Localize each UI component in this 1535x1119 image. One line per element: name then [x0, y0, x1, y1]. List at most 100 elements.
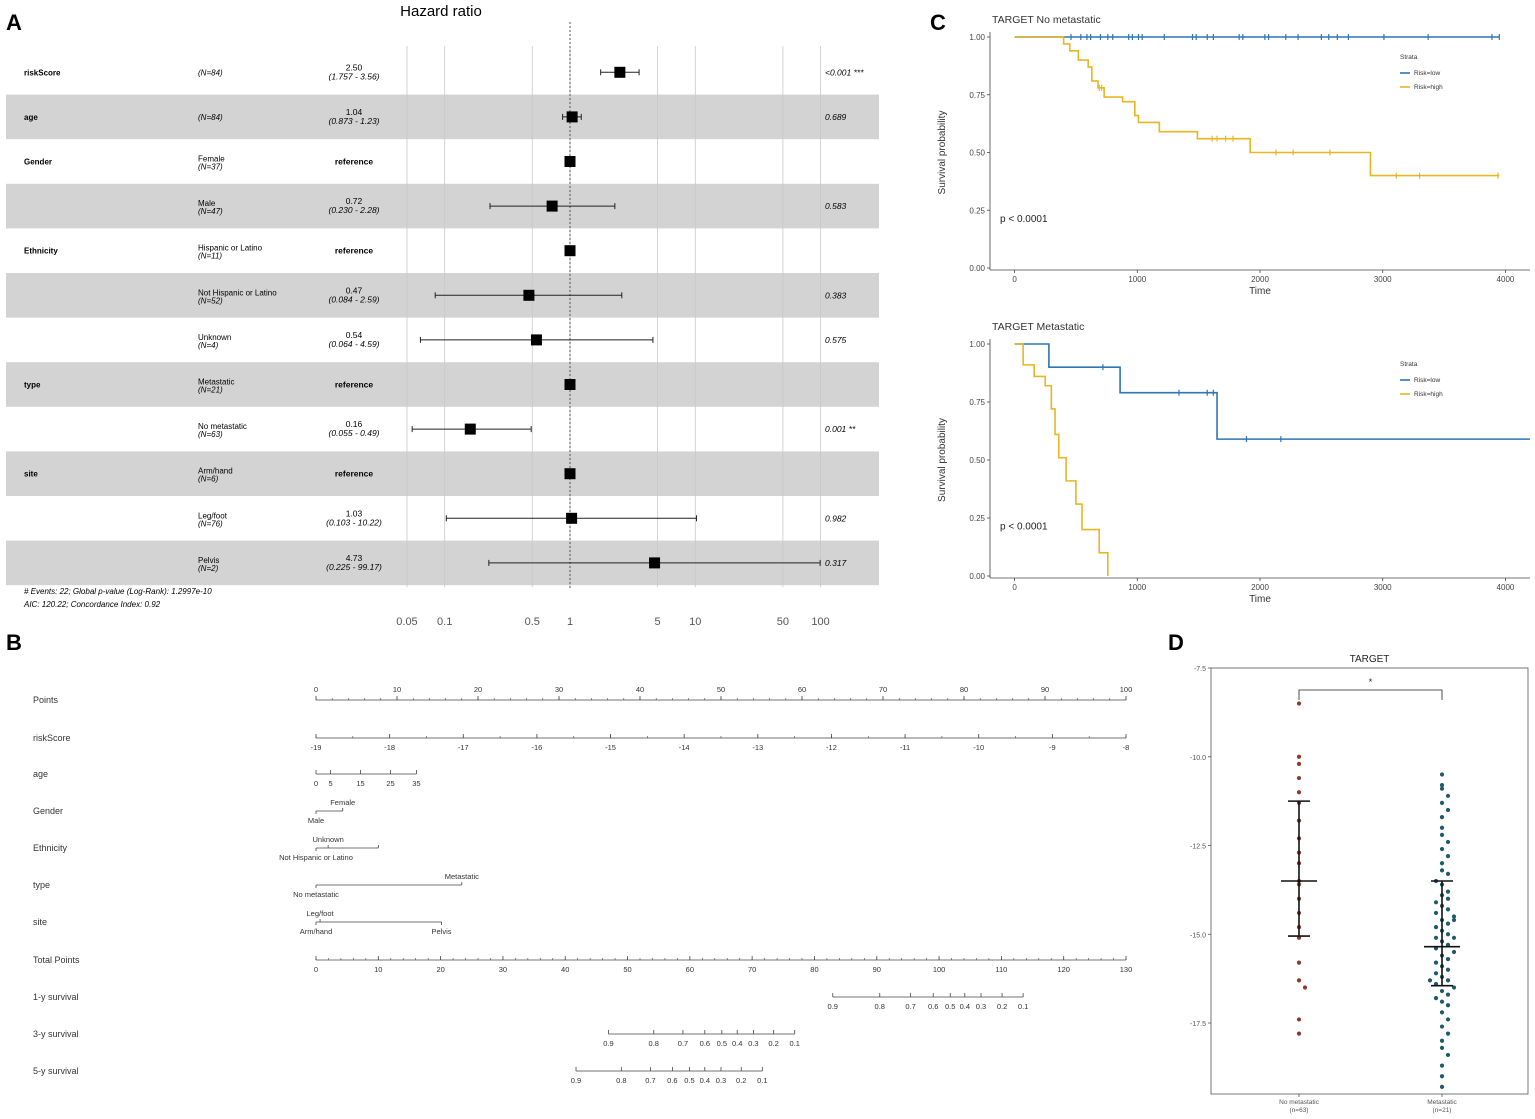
- km-y-tick-label: 0.50: [969, 456, 985, 465]
- dotplot-point: [1445, 907, 1451, 912]
- km-legend-title: Strata: [1400, 361, 1418, 368]
- nomogram-tick-label: 0.3: [976, 1002, 986, 1011]
- forest-tick-label: 50: [777, 616, 789, 628]
- forest-row-shade: [6, 94, 879, 140]
- nomogram-tick-label: 0.2: [736, 1076, 746, 1085]
- nomogram-tick-label: 0.6: [667, 1076, 677, 1085]
- km-y-axis-title: Survival probability: [937, 418, 948, 502]
- forest-point: [566, 111, 578, 123]
- dotplot-point: [1445, 932, 1451, 937]
- nomogram-tick-label: -14: [679, 743, 690, 752]
- forest-point: [546, 200, 558, 212]
- dotplot-point: [1439, 868, 1445, 873]
- km-x-tick-label: 2000: [1251, 583, 1269, 592]
- km-legend-title: Strata: [1400, 54, 1418, 61]
- nomogram-row-label: Total Points: [33, 955, 80, 965]
- dotplot-significance: *: [1369, 677, 1373, 687]
- nomogram-tick-label: 0.2: [768, 1039, 778, 1048]
- nomogram-tick-label: 20: [474, 685, 482, 694]
- km-x-tick-label: 0: [1012, 583, 1017, 592]
- nomogram-tick-label: 25: [386, 779, 394, 788]
- nomogram-tick-label: 0.1: [789, 1039, 799, 1048]
- forest-pvalue: <0.001 ***: [825, 67, 864, 77]
- panel-label-d: D: [1168, 630, 1184, 655]
- nomogram-tick-label: 10: [374, 965, 382, 974]
- nomogram-tick-label: -11: [900, 743, 910, 752]
- nomogram-tick-label: 120: [1057, 965, 1070, 974]
- forest-pvalue: 0.689: [825, 112, 847, 122]
- dotplot-point: [1439, 1045, 1445, 1050]
- km-x-tick-label: 3000: [1374, 275, 1392, 284]
- forest-point: [566, 512, 578, 524]
- dotplot-point: [1439, 786, 1445, 791]
- nomogram-row-label: Points: [33, 695, 59, 705]
- nomogram-tick-label: 130: [1120, 965, 1133, 974]
- dotplot-point: [1439, 1063, 1445, 1068]
- forest-point: [464, 423, 476, 435]
- forest-tick-label: 0.1: [437, 616, 452, 628]
- nomogram-tick-label: 0.9: [603, 1039, 613, 1048]
- dotplot-point: [1433, 925, 1439, 930]
- km-y-tick-label: 0.50: [969, 149, 985, 158]
- nomogram-tick-label: -12: [826, 743, 837, 752]
- nomogram-tick-label: Metastatic: [445, 872, 479, 881]
- forest-tick-label: 5: [655, 616, 661, 628]
- km-y-tick-label: 0.00: [969, 264, 985, 273]
- forest-hr-value: 0.54: [346, 330, 363, 340]
- km-title: TARGET No metastatic: [992, 14, 1101, 26]
- dotplot-point: [1433, 900, 1439, 905]
- nomogram-tick-label: 0.7: [645, 1076, 655, 1085]
- nomogram-tick-label: 0.8: [616, 1076, 626, 1085]
- km-y-tick-label: 0.00: [969, 572, 985, 581]
- nomogram-tick-label: 70: [748, 965, 756, 974]
- dotplot-point: [1445, 1052, 1451, 1058]
- forest-tick-label: 1: [567, 616, 573, 628]
- forest-point: [564, 245, 576, 257]
- forest-point: [530, 334, 542, 346]
- dot-plot-target: TARGET -7.5 -10.0 -12.5 -15.0 -17.5 No metasta…: [1190, 654, 1529, 1114]
- km-x-tick-label: 4000: [1497, 275, 1515, 284]
- nomogram-tick-label: 0.7: [678, 1039, 688, 1048]
- nomogram-tick-label: 100: [933, 965, 946, 974]
- forest-point: [564, 379, 576, 390]
- forest-variable-label: riskScore: [24, 68, 61, 77]
- forest-pvalue: 0.575: [825, 335, 847, 345]
- nomogram-tick-label: 0.8: [649, 1039, 659, 1048]
- nomogram-tick-label: Not Hispanic or Latino: [279, 853, 353, 862]
- dotplot-significance-bracket: [1298, 689, 1443, 700]
- dotplot-point: [1439, 1074, 1445, 1079]
- nomogram-tick-label: 35: [412, 779, 420, 788]
- nomogram-tick-label: 0.4: [732, 1039, 742, 1048]
- km-y-axis-title: Survival probability: [937, 111, 948, 195]
- forest-n-label: (N=11): [198, 252, 222, 261]
- panel-label-b: B: [6, 630, 22, 655]
- dotplot-y-tick-label: -12.5: [1190, 844, 1206, 851]
- km-plot-no-metastatic: TARGET No metastatic 0.00 0.25 0.50 0.75 1.00…: [937, 14, 1530, 297]
- dotplot-point: [1439, 825, 1445, 830]
- forest-hr-value: 0.16: [346, 419, 363, 429]
- dotplot-y-tick-label: -17.5: [1190, 1021, 1206, 1028]
- km-y-tick-label: 1.00: [969, 33, 985, 42]
- dotplot-point: [1445, 896, 1451, 901]
- forest-n-label: (N=47): [198, 207, 223, 216]
- dotplot-point: [1439, 1084, 1445, 1089]
- dotplot-point: [1439, 861, 1445, 866]
- forest-hr-value: reference: [335, 469, 374, 479]
- forest-ci-value: (1.757 - 3.56): [328, 71, 379, 81]
- dotplot-point: [1439, 772, 1445, 777]
- forest-point: [649, 557, 661, 569]
- forest-level-label: Arm/hand: [198, 467, 233, 476]
- nomogram-tick-label: -8: [1123, 743, 1130, 752]
- km-x-tick-label: 0: [1012, 275, 1017, 284]
- forest-hr-value: 1.03: [346, 508, 363, 518]
- forest-variable-label: age: [24, 113, 38, 122]
- nomogram-tick-label: 0.3: [748, 1039, 758, 1048]
- km-x-tick-label: 1000: [1128, 275, 1146, 284]
- forest-tick-label: 0.5: [525, 616, 540, 628]
- forest-pvalue: 0.982: [825, 513, 847, 523]
- forest-level-label: (N=84): [198, 68, 223, 77]
- nomogram-tick-label: 0.2: [997, 1002, 1007, 1011]
- nomogram-tick-label: 40: [636, 685, 644, 694]
- forest-level-label: Pelvis: [198, 556, 219, 565]
- forest-hr-value: reference: [335, 380, 374, 390]
